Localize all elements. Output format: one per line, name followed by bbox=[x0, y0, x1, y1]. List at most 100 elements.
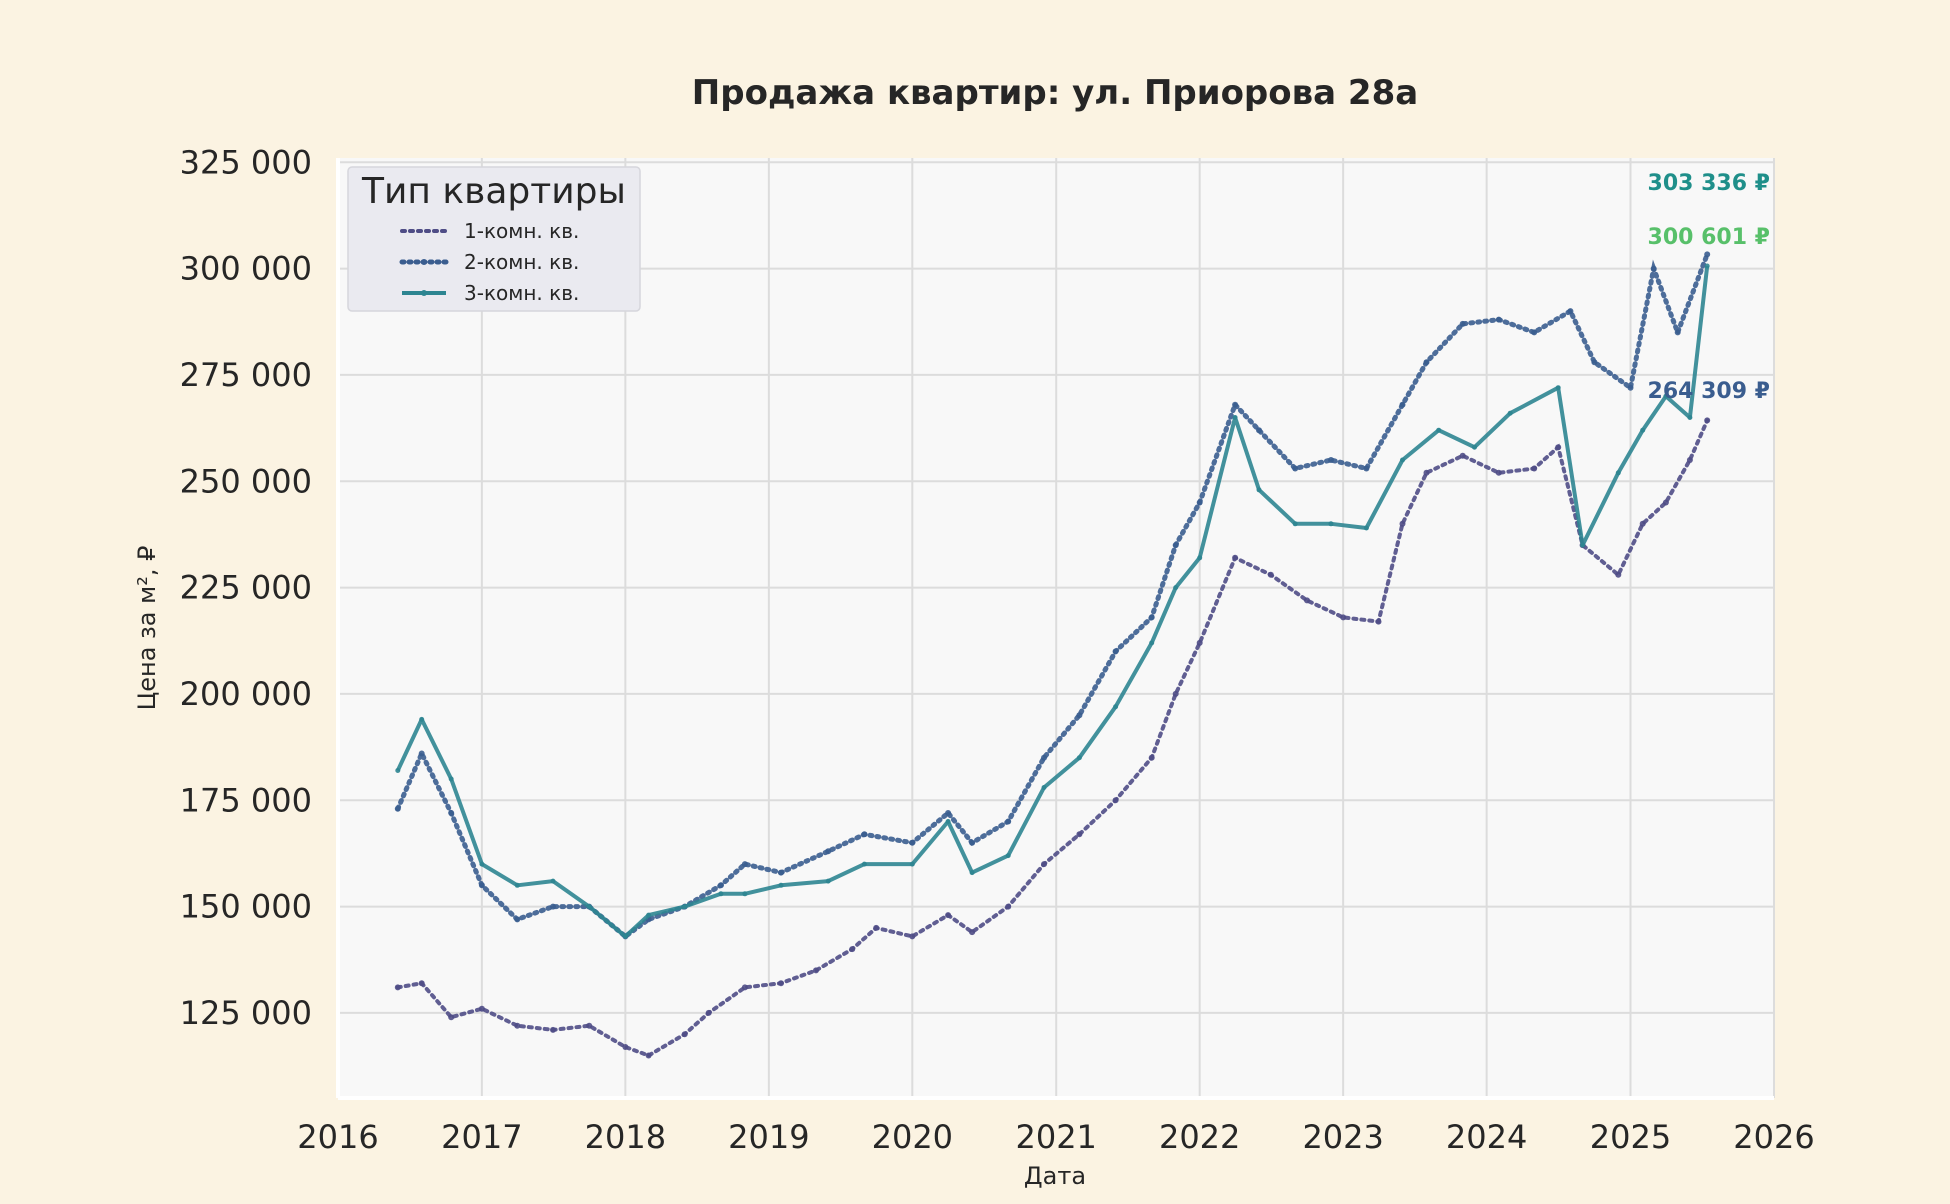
data-point bbox=[1005, 903, 1012, 910]
data-point bbox=[778, 869, 784, 876]
data-point bbox=[1674, 329, 1681, 336]
data-point bbox=[1495, 469, 1502, 476]
data-point bbox=[1627, 384, 1634, 391]
data-point bbox=[1292, 465, 1299, 472]
data-point bbox=[1256, 487, 1262, 493]
data-point bbox=[418, 980, 425, 987]
data-point bbox=[1555, 444, 1562, 451]
data-point bbox=[448, 1014, 455, 1021]
data-point bbox=[969, 870, 975, 876]
legend-label: 2-комн. кв. bbox=[464, 250, 579, 274]
y-tick-label: 300 000 bbox=[180, 250, 312, 288]
data-point bbox=[849, 946, 856, 953]
data-point bbox=[1507, 410, 1513, 416]
data-point bbox=[1531, 465, 1538, 472]
data-point bbox=[514, 882, 520, 888]
legend-marker bbox=[421, 259, 427, 265]
data-point bbox=[419, 716, 425, 722]
data-point bbox=[1580, 542, 1586, 548]
data-point bbox=[395, 768, 401, 773]
data-point bbox=[682, 904, 688, 910]
data-point bbox=[1112, 797, 1119, 804]
data-point bbox=[1615, 571, 1622, 578]
x-tick-label: 2016 bbox=[297, 1118, 378, 1156]
data-point bbox=[1340, 614, 1347, 621]
data-point bbox=[1292, 521, 1298, 527]
y-tick-label: 175 000 bbox=[180, 781, 312, 819]
data-point bbox=[1555, 385, 1561, 391]
data-point bbox=[681, 1031, 688, 1038]
end-value-label: 300 601 ₽ bbox=[1648, 225, 1770, 250]
end-value-label: 303 336 ₽ bbox=[1648, 171, 1770, 196]
data-point bbox=[1640, 427, 1646, 433]
end-labels: 303 336 ₽ 300 601 ₽ 264 309 ₽ bbox=[1648, 171, 1770, 404]
data-point bbox=[1304, 597, 1310, 604]
data-point bbox=[861, 861, 867, 867]
series-layer bbox=[394, 251, 1711, 1059]
data-point bbox=[873, 924, 880, 931]
x-tick-label: 2017 bbox=[441, 1118, 522, 1156]
data-point bbox=[479, 861, 485, 867]
data-point bbox=[1567, 308, 1574, 315]
data-point bbox=[1005, 853, 1011, 859]
data-point bbox=[705, 1009, 712, 1016]
data-point bbox=[1113, 704, 1119, 710]
data-point bbox=[741, 984, 748, 991]
data-point bbox=[1005, 818, 1012, 825]
legend-label: 3-комн. кв. bbox=[464, 281, 579, 305]
data-point bbox=[741, 861, 748, 868]
data-point bbox=[514, 916, 521, 923]
data-point bbox=[1615, 470, 1621, 476]
data-point bbox=[718, 891, 724, 897]
data-point bbox=[1172, 690, 1179, 697]
data-point bbox=[717, 882, 724, 889]
x-tick-label: 2022 bbox=[1159, 1118, 1240, 1156]
data-point bbox=[778, 980, 784, 987]
data-point bbox=[1148, 614, 1155, 621]
data-point bbox=[1076, 712, 1083, 719]
data-point bbox=[1172, 542, 1179, 549]
data-point bbox=[1591, 359, 1598, 366]
data-point bbox=[1662, 499, 1669, 506]
data-point bbox=[778, 882, 784, 888]
data-point bbox=[909, 933, 916, 940]
data-point bbox=[514, 1022, 521, 1029]
data-point bbox=[945, 819, 951, 824]
data-point bbox=[1196, 499, 1203, 506]
data-point bbox=[586, 1022, 593, 1029]
data-point bbox=[1436, 427, 1442, 433]
data-point bbox=[448, 810, 455, 816]
y-tick-label: 225 000 bbox=[180, 569, 312, 607]
data-point bbox=[1459, 320, 1466, 327]
data-point bbox=[586, 904, 592, 910]
legend-label: 1-комн. кв. bbox=[464, 219, 579, 243]
data-point bbox=[1148, 754, 1155, 761]
data-point bbox=[1363, 465, 1370, 472]
data-point bbox=[1400, 457, 1405, 463]
x-tick-label: 2021 bbox=[1015, 1118, 1096, 1156]
data-point bbox=[1704, 251, 1711, 258]
grid bbox=[337, 158, 1775, 1098]
data-point bbox=[1173, 585, 1179, 591]
data-point bbox=[1459, 452, 1466, 459]
data-point bbox=[394, 805, 401, 812]
y-tick-label: 250 000 bbox=[180, 462, 312, 500]
data-point bbox=[1232, 415, 1238, 420]
data-point bbox=[448, 776, 454, 782]
data-point bbox=[1232, 401, 1239, 408]
data-point bbox=[1256, 427, 1262, 434]
legend-item: 1-комн. кв. bbox=[400, 219, 579, 243]
data-point bbox=[1076, 831, 1083, 838]
legend-marker bbox=[421, 290, 427, 296]
chart-title: Продажа квартир: ул. Приорова 28а bbox=[692, 73, 1418, 113]
data-point bbox=[1041, 861, 1047, 868]
axes: 2016 2017 2018 2019 2020 2021 2022 2023 2024 2025… bbox=[180, 143, 1815, 1156]
data-point bbox=[1328, 457, 1334, 463]
data-point bbox=[1423, 469, 1430, 476]
data-point bbox=[1112, 648, 1119, 655]
data-point bbox=[1472, 444, 1477, 450]
data-point bbox=[550, 1026, 556, 1033]
y-tick-label: 200 000 bbox=[180, 675, 312, 713]
